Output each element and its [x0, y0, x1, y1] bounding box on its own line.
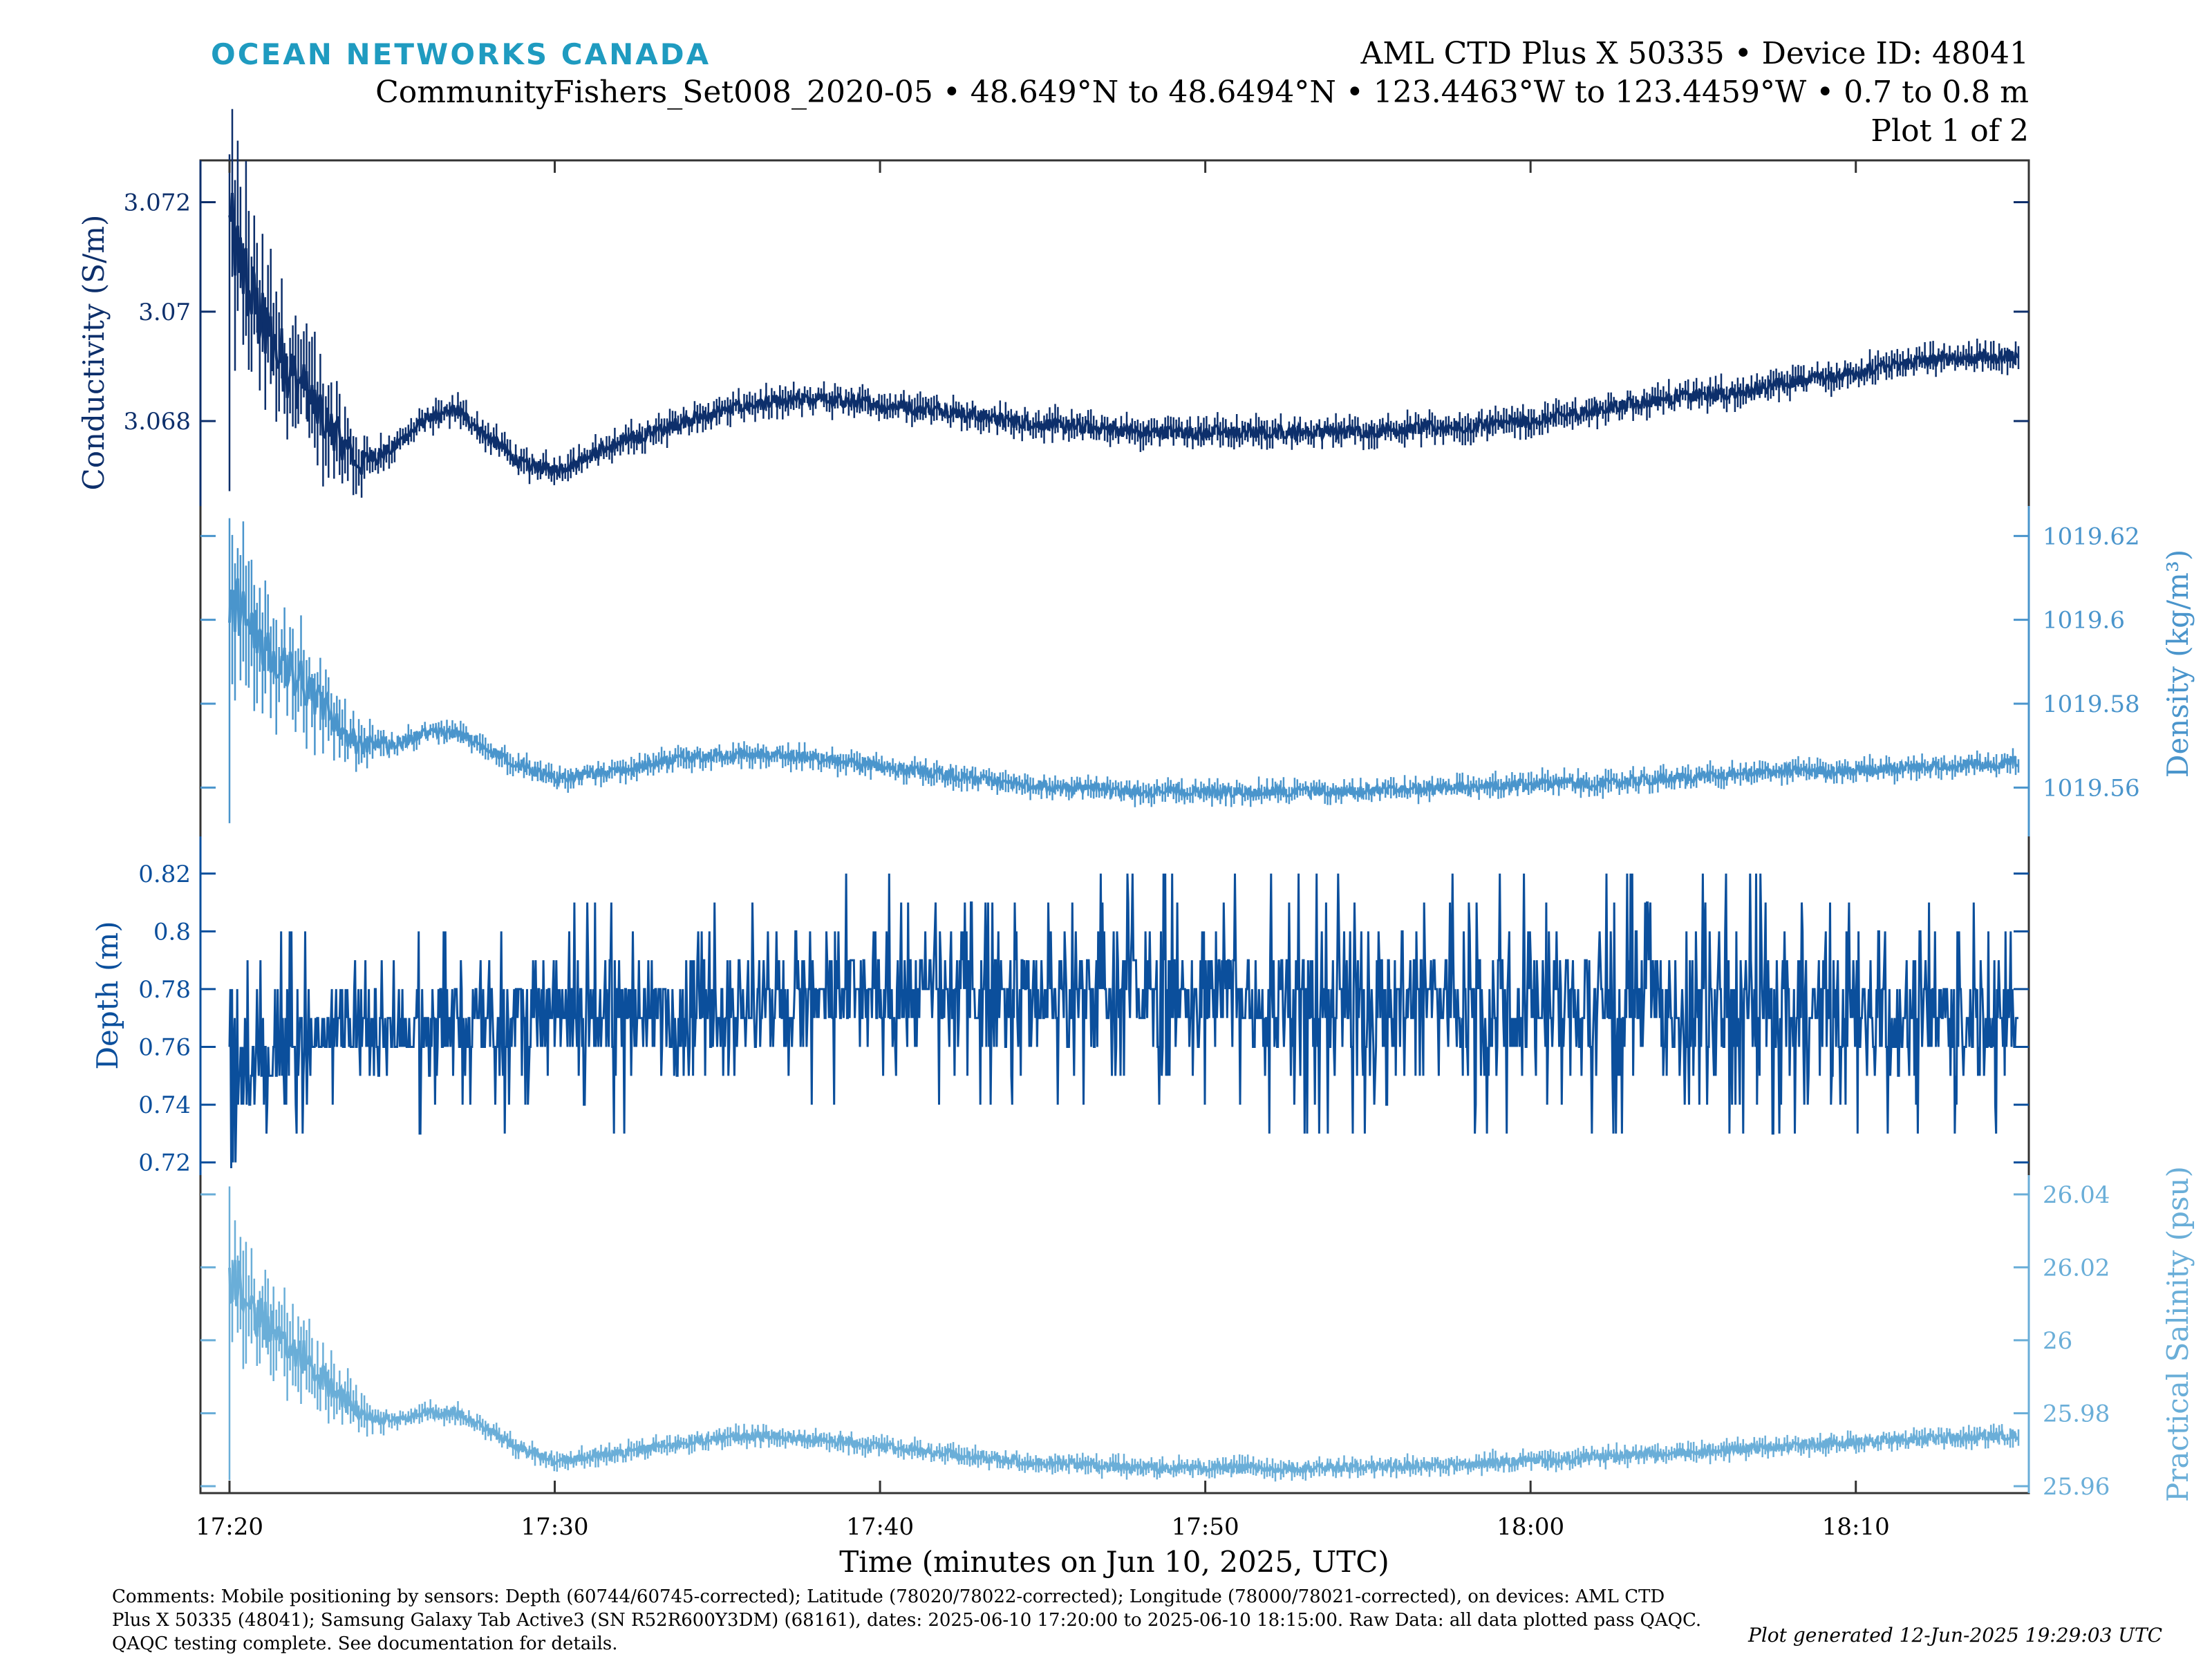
- footer-comments-line-1: Comments: Mobile positioning by sensors:…: [112, 1586, 1665, 1607]
- density-series: [228, 518, 2020, 823]
- density-tick-label: 1019.56: [2043, 774, 2140, 802]
- salinity-tick-label: 25.96: [2043, 1473, 2110, 1501]
- salinity-series: [228, 1186, 2020, 1482]
- density-error-bars: [228, 518, 2020, 823]
- depth-tick-label: 0.8: [153, 918, 191, 946]
- density-tick-label: 1019.62: [2043, 523, 2140, 550]
- salinity-tick-label: 26.02: [2043, 1254, 2110, 1282]
- x-tick-label: 18:10: [1822, 1513, 1890, 1541]
- plot-index: Plot 1 of 2: [1871, 113, 2029, 149]
- x-axis-label: Time (minutes on Jun 10, 2025, UTC): [839, 1545, 1389, 1579]
- density-line: [228, 578, 2019, 801]
- salinity-tick-label: 26.04: [2043, 1181, 2110, 1209]
- salinity-tick-label: 26: [2043, 1327, 2072, 1355]
- x-tick-label: 18:00: [1497, 1513, 1564, 1541]
- plot-frame: [199, 159, 2030, 1494]
- conductivity-tick-label: 3.07: [138, 299, 191, 326]
- x-tick-label: 17:40: [846, 1513, 914, 1541]
- salinity-tick-label: 25.98: [2043, 1400, 2110, 1427]
- conductivity-tick-label: 3.072: [124, 189, 191, 217]
- conductivity-axis-label: Conductivity (S/m): [77, 215, 111, 491]
- depth-series: [228, 873, 2018, 1169]
- depth-tick-label: 0.82: [138, 861, 191, 888]
- salinity-line: [228, 1259, 2020, 1477]
- depth-tick-label: 0.78: [138, 976, 191, 1004]
- x-tick-label: 17:30: [521, 1513, 589, 1541]
- device-title: AML CTD Plus X 50335 • Device ID: 48041: [1360, 36, 2029, 71]
- footer-comments-line-3: QAQC testing complete. See documentation…: [112, 1633, 618, 1654]
- deployment-subtitle: CommunityFishers_Set008_2020-05 • 48.649…: [375, 75, 2029, 110]
- x-tick-label: 17:50: [1172, 1513, 1239, 1541]
- x-tick-label: 17:20: [196, 1513, 263, 1541]
- brand-logo-text: OCEAN NETWORKS CANADA: [211, 37, 711, 71]
- depth-tick-label: 0.72: [138, 1150, 191, 1177]
- depth-axis-label: Depth (m): [91, 921, 124, 1069]
- density-axis-label: Density (kg/m³): [2161, 550, 2195, 778]
- conductivity-line: [228, 193, 2020, 478]
- depth-line: [228, 873, 2018, 1169]
- conductivity-tick-label: 3.068: [124, 408, 191, 435]
- density-tick-label: 1019.58: [2043, 691, 2140, 718]
- density-tick-label: 1019.6: [2043, 607, 2125, 635]
- salinity-axis-label: Practical Salinity (psu): [2161, 1166, 2195, 1502]
- depth-tick-label: 0.76: [138, 1034, 191, 1062]
- depth-tick-label: 0.74: [138, 1091, 191, 1119]
- conductivity-series: [228, 109, 2020, 498]
- plot-generated-timestamp: Plot generated 12-Jun-2025 19:29:03 UTC: [1747, 1624, 2162, 1647]
- footer-comments-line-2: Plus X 50335 (48041); Samsung Galaxy Tab…: [112, 1610, 1701, 1631]
